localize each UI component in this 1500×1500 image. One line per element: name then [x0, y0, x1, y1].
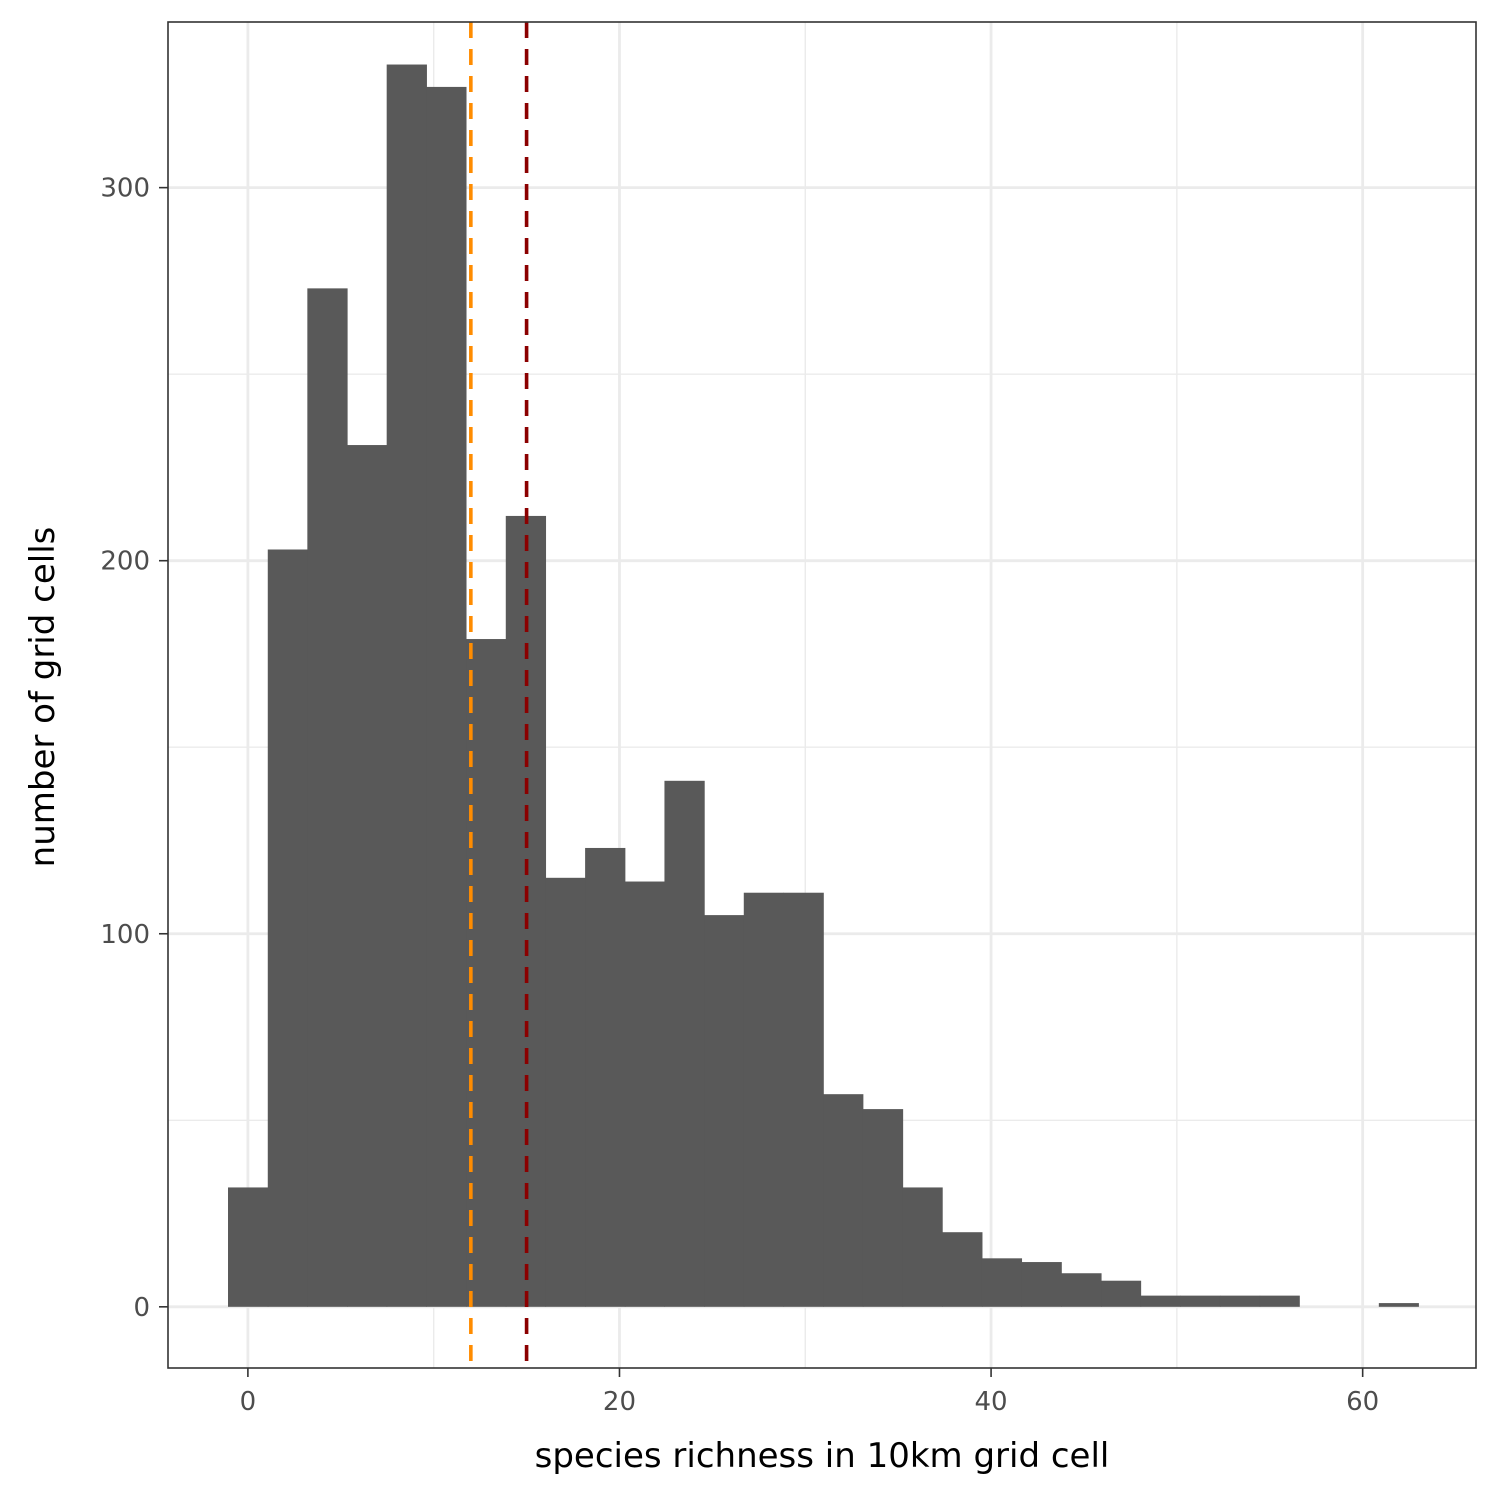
histogram-bars [228, 64, 1419, 1307]
y-tick-label: 200 [100, 547, 150, 577]
y-tick-label: 100 [100, 920, 150, 950]
y-tick-label: 0 [133, 1293, 150, 1323]
histogram-bar [1140, 1295, 1181, 1307]
x-tick-label: 40 [975, 1387, 1008, 1417]
x-axis-title: species richness in 10km grid cell [535, 1436, 1110, 1476]
histogram-bar [1259, 1295, 1300, 1307]
histogram-bar [981, 1258, 1023, 1307]
histogram-bar [783, 892, 824, 1307]
histogram-bar [942, 1232, 983, 1307]
histogram-bar [664, 780, 705, 1307]
histogram-bar [823, 1094, 864, 1307]
histogram-bar [307, 288, 348, 1307]
histogram-bar [902, 1187, 943, 1307]
histogram-bar [1378, 1303, 1419, 1307]
histogram-bar [545, 877, 586, 1307]
histogram-bar [228, 1187, 269, 1307]
reference-lines [469, 22, 529, 1368]
histogram-bar [1219, 1295, 1261, 1307]
histogram-bar [426, 86, 467, 1307]
histogram-bar [1180, 1295, 1221, 1307]
x-tick-label: 20 [603, 1387, 636, 1417]
histogram-bar [386, 64, 427, 1307]
y-axis-title: number of grid cells [23, 527, 63, 868]
histogram-bar [347, 445, 388, 1307]
x-tick-label: 60 [1346, 1387, 1379, 1417]
histogram-bar [704, 915, 745, 1307]
histogram-bar [585, 847, 626, 1307]
histogram-bar [1061, 1273, 1102, 1307]
x-axis-ticks: 0 20 40 60 [240, 1368, 1379, 1417]
y-tick-label: 300 [100, 174, 150, 204]
histogram-bar [743, 892, 785, 1307]
histogram-bar [1101, 1280, 1142, 1307]
histogram-bar [624, 881, 665, 1307]
histogram-bar [267, 549, 308, 1307]
y-axis-ticks: 0 100 200 300 [100, 174, 168, 1323]
histogram-bar [466, 639, 507, 1307]
panel-border [167, 21, 1477, 1369]
x-tick-label: 0 [240, 1387, 257, 1417]
histogram-bar [1021, 1262, 1062, 1307]
histogram-bar [862, 1109, 904, 1307]
